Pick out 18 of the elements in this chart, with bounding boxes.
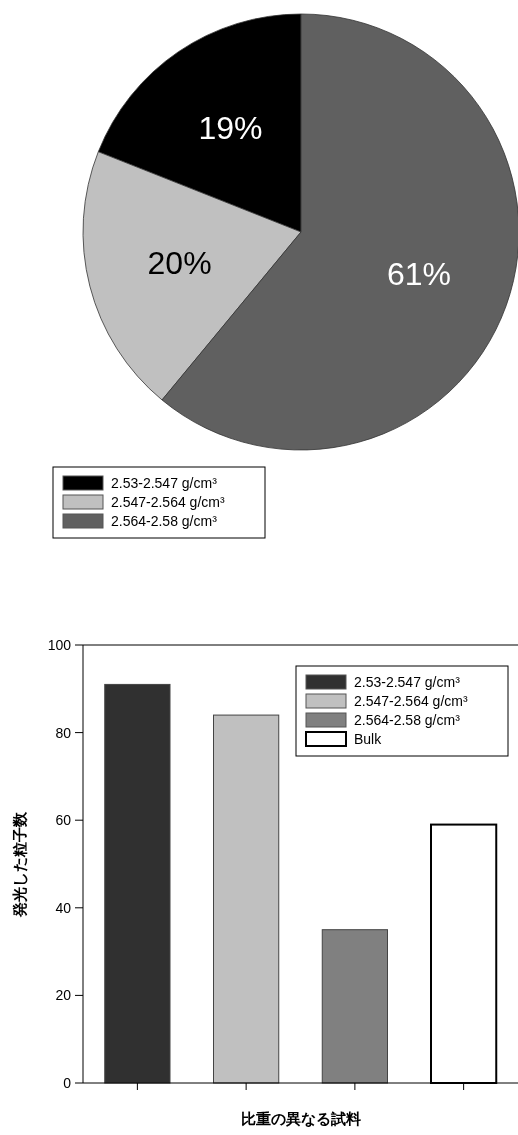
legend-label: 2.564-2.58 g/cm³ bbox=[111, 513, 218, 529]
legend-label: 2.547-2.564 g/cm³ bbox=[111, 494, 225, 510]
y-tick-label: 60 bbox=[55, 812, 72, 829]
data-label: 20% bbox=[147, 245, 212, 282]
legend-label: 2.547-2.564 g/cm³ bbox=[354, 693, 468, 709]
legend-label: 2.564-2.58 g/cm³ bbox=[354, 712, 461, 728]
y-tick-label: 40 bbox=[55, 899, 72, 916]
y-tick-label: 100 bbox=[47, 637, 72, 653]
y-axis-title: 発光した粒子数 bbox=[11, 810, 28, 918]
y-tick-label: 20 bbox=[55, 987, 72, 1004]
data-label: 61% bbox=[386, 256, 451, 293]
y-tick-label: 0 bbox=[63, 1075, 72, 1091]
y-tick-label: 80 bbox=[55, 724, 72, 741]
x-axis-title: 比重の異なる試料 bbox=[240, 1110, 361, 1127]
data-label: 19% bbox=[198, 110, 263, 147]
legend-label: 2.53-2.547 g/cm³ bbox=[354, 674, 461, 690]
legend-label: Bulk bbox=[354, 731, 383, 747]
legend-label: 2.53-2.547 g/cm³ bbox=[111, 475, 218, 491]
